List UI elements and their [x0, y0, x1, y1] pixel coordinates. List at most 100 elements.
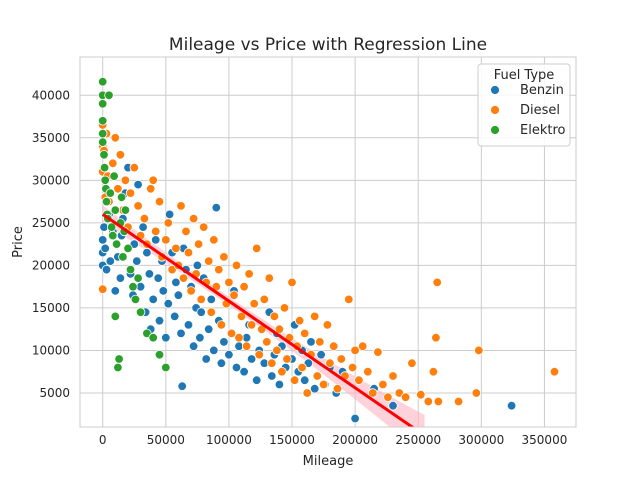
- x-tick-label: 150000: [269, 433, 315, 447]
- data-point: [116, 192, 127, 203]
- data-point: [171, 277, 181, 288]
- data-point: [216, 320, 227, 330]
- data-point: [368, 388, 378, 398]
- data-point: [246, 354, 257, 364]
- data-point: [154, 196, 165, 207]
- data-point: [332, 384, 343, 394]
- legend-marker: [490, 105, 500, 115]
- data-point: [164, 209, 175, 220]
- data-point: [329, 341, 339, 351]
- data-point: [453, 396, 464, 407]
- data-point: [125, 188, 136, 198]
- data-point: [350, 413, 360, 424]
- data-point: [322, 320, 333, 330]
- data-point: [306, 337, 316, 347]
- data-point: [254, 350, 264, 360]
- data-point: [101, 196, 112, 207]
- data-point: [416, 390, 426, 400]
- data-point: [239, 367, 249, 377]
- data-point: [118, 252, 128, 262]
- data-point: [244, 269, 254, 279]
- y-tick-label: 15000: [32, 301, 70, 315]
- legend-marker: [490, 125, 500, 135]
- data-point: [115, 150, 126, 160]
- data-point: [203, 256, 214, 266]
- data-point: [111, 239, 122, 249]
- data-point: [196, 294, 206, 305]
- data-point: [128, 282, 138, 292]
- data-point: [203, 324, 214, 334]
- data-point: [120, 205, 131, 215]
- data-point: [142, 247, 152, 258]
- data-point: [282, 354, 292, 364]
- data-point: [196, 307, 206, 317]
- data-point: [163, 299, 174, 309]
- data-point: [297, 362, 307, 373]
- data-point: [294, 316, 305, 326]
- data-point: [110, 311, 121, 322]
- data-point: [300, 328, 310, 339]
- data-point: [113, 362, 123, 373]
- data-point: [206, 307, 217, 317]
- data-point: [407, 358, 417, 368]
- legend: Fuel Type Benzin Diesel Elektro: [477, 63, 571, 147]
- data-point: [173, 290, 184, 300]
- data-point: [471, 388, 482, 398]
- data-point: [105, 256, 116, 266]
- data-point: [300, 375, 310, 385]
- data-point: [246, 320, 257, 330]
- data-point: [344, 294, 354, 305]
- data-point: [259, 294, 270, 305]
- data-point: [110, 286, 121, 296]
- data-point: [99, 150, 109, 160]
- data-point: [138, 222, 148, 232]
- legend-marker: [490, 85, 500, 95]
- data-point: [428, 367, 439, 377]
- y-tick-label: 30000: [32, 173, 70, 187]
- data-point: [186, 286, 196, 296]
- data-point: [181, 226, 191, 237]
- data-point: [178, 273, 189, 283]
- data-point: [236, 311, 247, 322]
- legend-label: Elektro: [520, 123, 566, 138]
- data-point: [378, 379, 388, 390]
- data-point: [198, 222, 209, 232]
- data-point: [241, 341, 252, 351]
- legend-title: Fuel Type: [494, 68, 555, 83]
- data-point: [133, 201, 143, 211]
- y-tick-label: 25000: [32, 216, 70, 230]
- x-tick-label: 100000: [206, 433, 252, 447]
- data-point: [97, 128, 108, 139]
- data-point: [274, 324, 285, 334]
- data-point: [431, 333, 441, 343]
- y-tick-label: 35000: [32, 131, 70, 145]
- data-point: [100, 243, 110, 254]
- data-point: [267, 358, 277, 368]
- data-point: [132, 256, 142, 266]
- x-axis-label: Mileage: [303, 454, 354, 469]
- data-point: [171, 243, 181, 254]
- data-point: [169, 311, 180, 322]
- x-tick-label: 300000: [458, 433, 504, 447]
- data-point: [252, 375, 262, 385]
- y-tick-label: 5000: [39, 386, 70, 400]
- legend-label: Benzin: [520, 83, 564, 98]
- data-point: [201, 354, 211, 364]
- data-point: [388, 401, 398, 411]
- regression-layer: [101, 213, 415, 427]
- data-point: [177, 381, 187, 391]
- data-point: [101, 264, 112, 275]
- data-point: [474, 345, 484, 356]
- y-tick-label: 40000: [32, 88, 70, 102]
- data-point: [252, 243, 262, 254]
- data-point: [315, 337, 325, 347]
- data-point: [97, 284, 108, 294]
- data-point: [249, 299, 259, 309]
- data-point: [130, 294, 141, 305]
- data-point: [188, 341, 199, 351]
- data-point: [272, 345, 282, 356]
- series-elektro: [97, 76, 171, 373]
- data-point: [423, 396, 434, 407]
- data-point: [97, 99, 108, 109]
- data-point: [229, 290, 239, 300]
